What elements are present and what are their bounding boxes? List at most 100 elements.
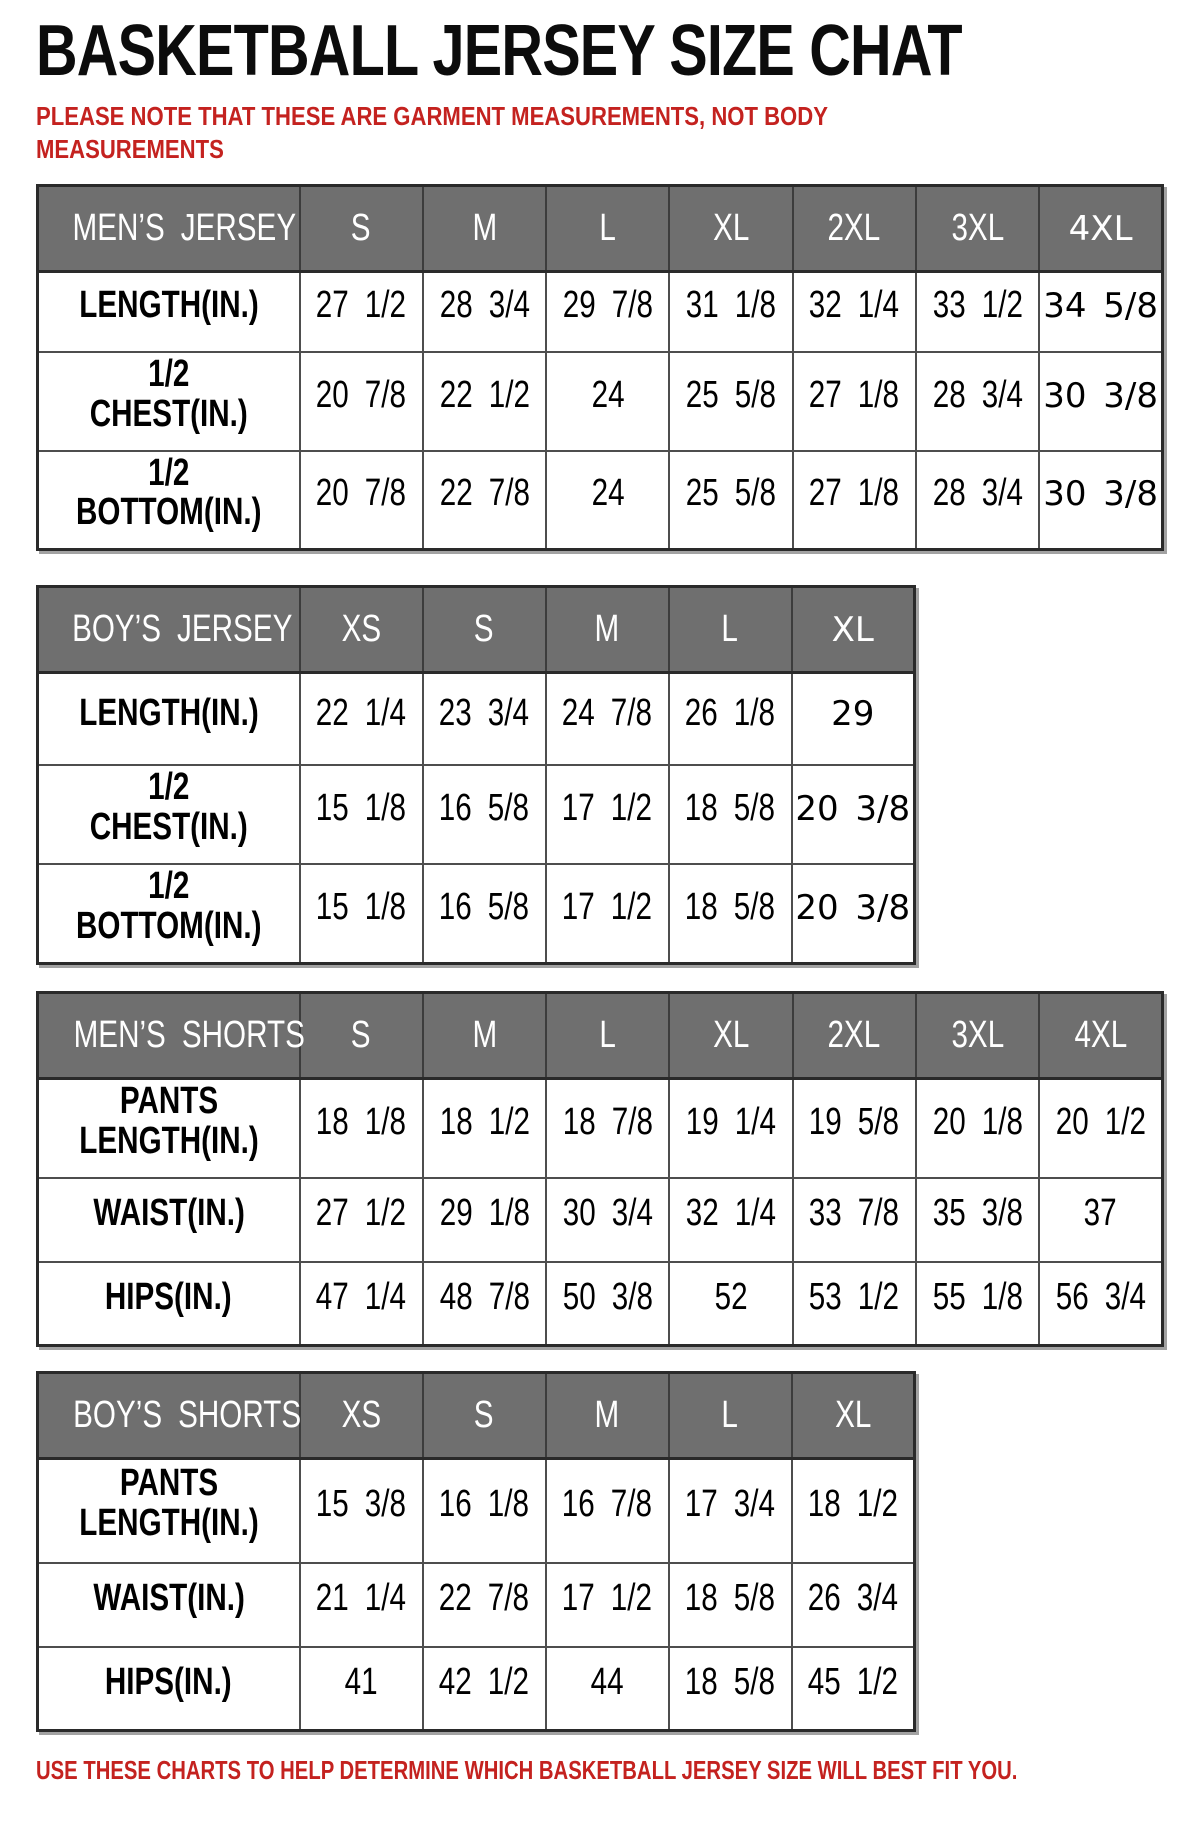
size-header-cell: M (421, 184, 548, 274)
measurement-value-cell: 15 3/8 (298, 1457, 424, 1564)
boys-shorts-table: BOY’S SHORTS XS S M L XL PANTS LENGTH(IN.) 15 3… (36, 1371, 916, 1733)
size-label-text: L (721, 608, 739, 651)
measurement-value-cell: 17 1/2 (544, 1561, 670, 1648)
size-label-text: 4XL (1074, 1013, 1127, 1056)
measurement-value-text: 56 3/4 (1055, 1275, 1146, 1318)
measurement-value-cell: 17 1/2 (544, 763, 670, 865)
measurement-value-cell: 33 7/8 (791, 1176, 917, 1263)
measurement-value-cell: 18 1/8 (298, 1077, 424, 1179)
measurement-value-text: 18 5/8 (684, 885, 776, 928)
measurement-value-cell: 29 7/8 (545, 270, 671, 353)
table-title-text: MEN’S SHORTS (73, 1013, 305, 1056)
measurement-value-cell: 22 7/8 (421, 1561, 547, 1648)
size-header-cell: XL (790, 1371, 916, 1461)
measurement-value-cell: 22 7/8 (421, 449, 548, 551)
measurement-value-text: 17 1/2 (561, 885, 653, 928)
measurement-value-text: 55 1/8 (932, 1275, 1023, 1318)
measurement-value-text: 20 1/2 (1055, 1100, 1146, 1143)
measurement-label-text: PANTS LENGTH(IN.) (79, 1079, 259, 1162)
size-header-cell: XL (790, 585, 916, 675)
measurement-value-text: 15 1/8 (315, 885, 407, 928)
measurement-value-cell: 30 3/8 (1038, 449, 1164, 551)
measurement-value-cell: 53 1/2 (791, 1260, 917, 1347)
size-header-cell: S (298, 991, 424, 1080)
size-header-cell: 2XL (791, 991, 917, 1080)
size-label-text: XL (712, 1013, 750, 1056)
measurement-label-text: LENGTH(IN.) (79, 691, 259, 734)
measurement-value-text: 32 1/4 (809, 284, 900, 327)
size-label-text: L (599, 1013, 616, 1056)
measurement-value-cell: 29 1/8 (421, 1176, 548, 1263)
size-label-text: L (599, 207, 616, 250)
table-title-text: MEN’S JERSEY (72, 207, 297, 250)
measurement-value-cell: 17 3/4 (667, 1457, 793, 1564)
measurement-value-text: 29 1/8 (439, 1192, 530, 1235)
measurement-value-cell: 17 1/2 (544, 862, 670, 965)
measurement-value-text: 47 1/4 (316, 1275, 407, 1318)
measurement-value-text: 37 (1084, 1192, 1118, 1235)
size-header-cell: L (667, 1371, 793, 1461)
measurement-label-text: WAIST(IN.) (93, 1192, 245, 1235)
measurement-value-cell: 44 (544, 1645, 670, 1732)
garment-measurements-note: PLEASE NOTE THAT THESE ARE GARMENT MEASU… (36, 100, 1200, 167)
measurement-value-text: 27 1/2 (316, 284, 407, 327)
measurement-value-text: 33 1/2 (932, 284, 1023, 327)
measurement-value-cell: 32 1/4 (668, 1176, 794, 1263)
measurement-value-cell: 24 (545, 350, 671, 452)
measurement-row: 1/2 BOTTOM(IN.) 15 1/8 16 5/8 17 1/2 18 5/8 2… (36, 862, 916, 965)
measurement-row: HIPS(IN.) 47 1/4 48 7/8 50 3/8 52 53 1/2 55 1/… (36, 1260, 1164, 1347)
measurement-row: 1/2 CHEST(IN.) 15 1/8 16 5/8 17 1/2 18 5/8 20… (36, 763, 916, 865)
size-header-cell: 4XL (1038, 184, 1164, 274)
measurement-label-text: PANTS LENGTH(IN.) (79, 1462, 259, 1545)
measurement-value-cell: 55 1/8 (914, 1260, 1041, 1347)
measurement-value-cell: 32 1/4 (791, 270, 917, 353)
measurement-row: WAIST(IN.) 27 1/2 29 1/8 30 3/4 32 1/4 33 7/8… (36, 1176, 1164, 1263)
measurement-label-text: 1/2 BOTTOM(IN.) (75, 864, 262, 947)
size-header-row: BOY’S JERSEY XS S M L XL (36, 585, 916, 675)
table-title-cell: BOY’S SHORTS (36, 1371, 301, 1461)
size-label-text: 2XL (827, 207, 881, 250)
measurement-value-cell: 19 1/4 (668, 1077, 794, 1179)
measurement-value-text: 31 1/8 (685, 284, 777, 327)
measurement-value-cell: 18 7/8 (545, 1077, 671, 1179)
mens-shorts-table: MEN’S SHORTS S M L XL 2XL 3XL 4XL PANTS LENGTH(I… (36, 990, 1164, 1348)
measurement-value-cell: 18 5/8 (667, 862, 793, 965)
measurement-row: 1/2 BOTTOM(IN.) 20 7/8 22 7/8 24 25 5/8 27 1/… (36, 449, 1164, 551)
measurement-value-text: 22 7/8 (438, 1577, 530, 1620)
measurement-value-text: 20 3/8 (795, 788, 911, 829)
measurement-row: PANTS LENGTH(IN.) 18 1/8 18 1/2 18 7/8 19 1/… (36, 1077, 1164, 1179)
measurement-value-text: 22 7/8 (439, 472, 530, 515)
measurement-value-text: 29 (831, 693, 875, 734)
measurement-value-cell: 24 (545, 449, 671, 551)
measurement-value-text: 18 1/2 (807, 1483, 898, 1526)
measurement-value-text: 24 (591, 373, 625, 416)
measurement-value-text: 25 5/8 (685, 472, 777, 515)
measurement-label-cell: 1/2 CHEST(IN.) (36, 763, 301, 865)
measurement-value-text: 28 3/4 (439, 284, 530, 327)
measurement-value-text: 16 5/8 (438, 786, 530, 829)
measurement-value-cell: 16 7/8 (544, 1457, 670, 1564)
measurement-value-text: 18 5/8 (684, 1577, 776, 1620)
measurement-value-text: 27 1/8 (809, 373, 900, 416)
measurement-value-text: 18 5/8 (684, 786, 776, 829)
size-label-text: 2XL (827, 1013, 881, 1056)
measurement-value-cell: 20 3/8 (790, 862, 916, 965)
measurement-value-text: 44 (590, 1660, 624, 1703)
measurement-value-cell: 42 1/2 (421, 1645, 547, 1732)
measurement-value-text: 30 3/8 (1043, 375, 1158, 416)
measurement-value-cell: 48 7/8 (421, 1260, 548, 1347)
size-label-text: S (474, 608, 494, 651)
measurement-value-text: 42 1/2 (438, 1660, 530, 1703)
size-label-text: S (351, 207, 372, 250)
size-header-cell: S (421, 1371, 547, 1461)
measurement-value-text: 20 1/8 (932, 1100, 1023, 1143)
measurement-label-cell: 1/2 CHEST(IN.) (36, 350, 301, 452)
size-header-cell: 3XL (914, 184, 1041, 274)
measurement-label-cell: PANTS LENGTH(IN.) (36, 1077, 301, 1179)
measurement-value-cell: 27 1/2 (298, 1176, 424, 1263)
measurement-label-cell: 1/2 BOTTOM(IN.) (36, 449, 301, 551)
measurement-label-text: 1/2 CHEST(IN.) (89, 352, 248, 435)
measurement-value-text: 30 3/8 (1043, 474, 1158, 515)
measurement-value-cell: 37 (1038, 1176, 1164, 1263)
measurement-label-cell: HIPS(IN.) (36, 1260, 301, 1347)
